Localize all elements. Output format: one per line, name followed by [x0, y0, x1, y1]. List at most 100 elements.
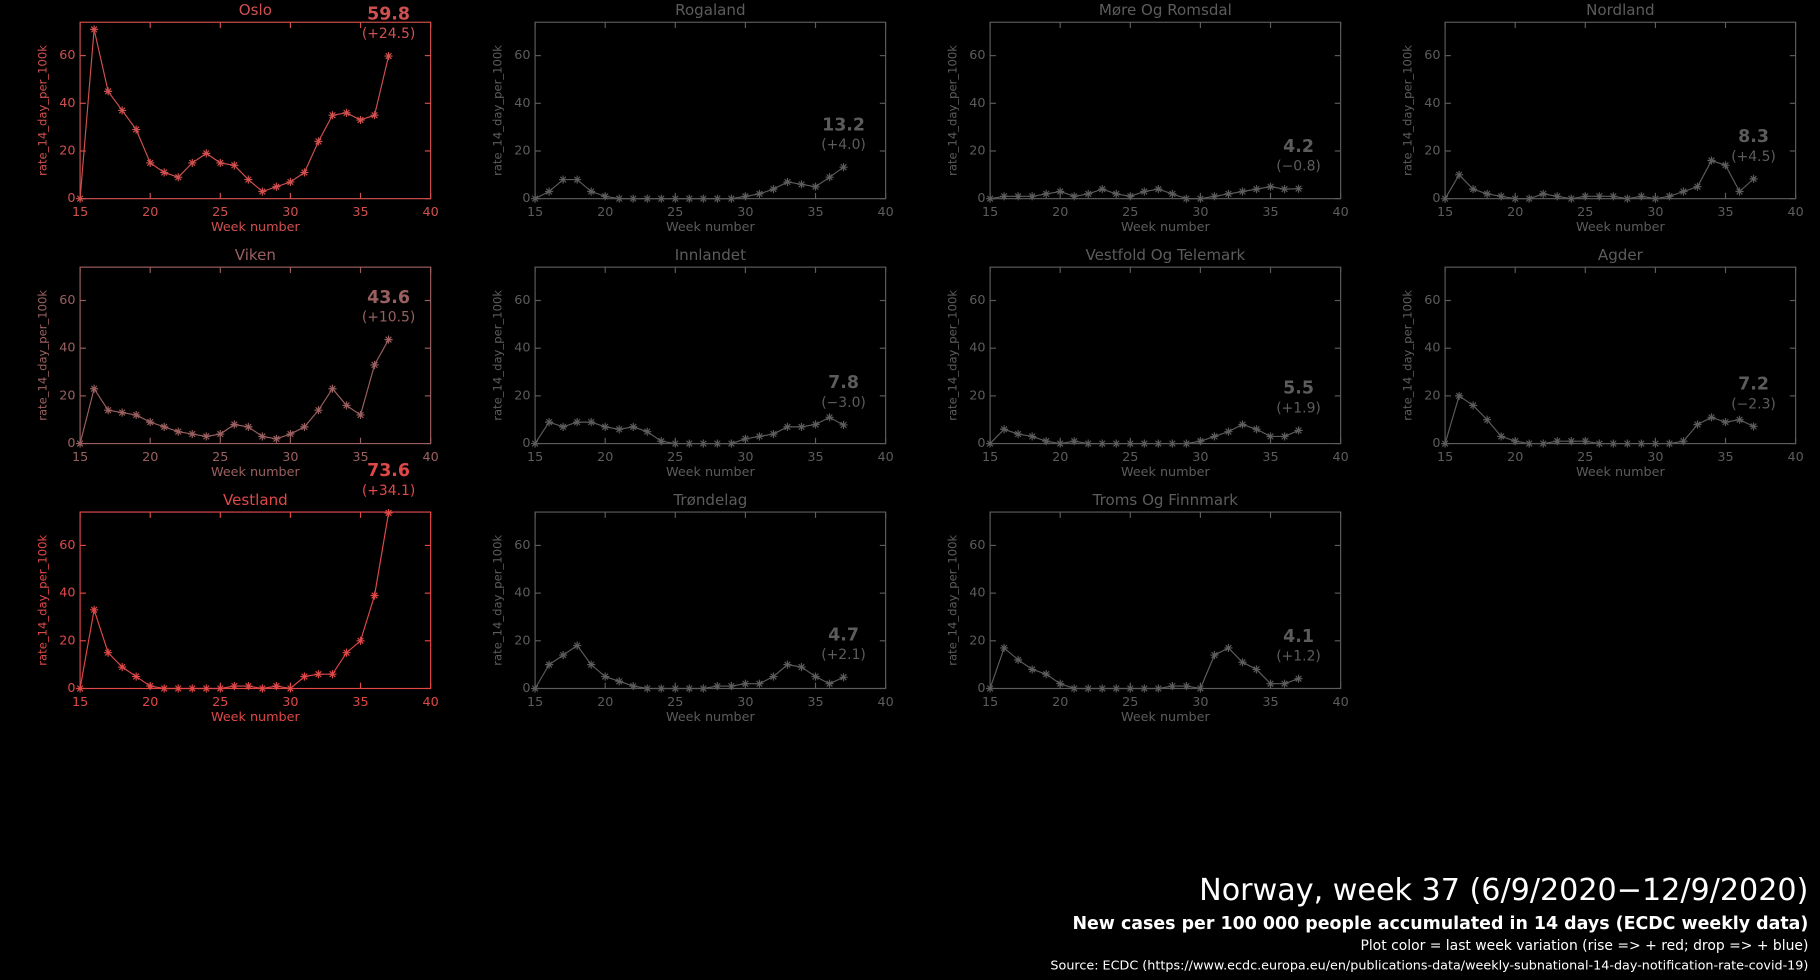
point-marker — [1140, 439, 1149, 448]
point-marker — [615, 194, 624, 203]
x-tick-label: 40 — [1333, 205, 1349, 220]
point-marker — [1280, 185, 1289, 194]
point-marker — [1000, 425, 1009, 434]
point-marker — [643, 194, 652, 203]
panel-title: Agder — [1598, 246, 1644, 264]
last-value-label: 8.3 — [1738, 127, 1769, 147]
point-marker — [1735, 415, 1744, 424]
point-marker — [1126, 684, 1135, 693]
point-marker — [1693, 182, 1702, 191]
point-marker — [1196, 194, 1205, 203]
point-marker — [1098, 439, 1107, 448]
change-label: (+34.1) — [362, 483, 415, 499]
x-tick-label: 20 — [142, 450, 158, 465]
panel-title: Vestland — [223, 491, 288, 509]
point-marker — [300, 672, 309, 681]
point-marker — [531, 684, 540, 693]
point-marker — [615, 677, 624, 686]
x-tick-label: 35 — [352, 450, 368, 465]
y-tick-label: 0 — [977, 436, 985, 451]
point-marker — [174, 427, 183, 436]
point-marker — [1266, 182, 1275, 191]
change-label: (+1.9) — [1276, 400, 1321, 416]
last-value-label: 13.2 — [822, 115, 865, 135]
point-marker — [174, 684, 183, 693]
point-marker — [1511, 194, 1520, 203]
point-marker — [1567, 437, 1576, 446]
x-tick-label: 25 — [667, 450, 683, 465]
y-axis-label: rate_14_day_per_100k — [490, 535, 504, 666]
x-tick-label: 15 — [72, 205, 88, 220]
x-tick-label: 40 — [423, 450, 439, 465]
last-value-label: 7.2 — [1738, 375, 1769, 395]
point-marker — [1497, 432, 1506, 441]
point-marker — [601, 192, 610, 201]
point-marker — [216, 158, 225, 167]
change-label: (−3.0) — [821, 395, 866, 411]
panel: Trøndelag Week number rate_14_day_per_100k… — [490, 491, 893, 725]
point-marker — [629, 422, 638, 431]
x-tick-label: 25 — [1122, 205, 1138, 220]
series-line — [989, 646, 1299, 690]
point-marker — [615, 425, 624, 434]
point-marker — [1084, 684, 1093, 693]
change-label: (+4.5) — [1731, 149, 1776, 165]
point-marker — [1693, 420, 1702, 429]
point-marker — [230, 161, 239, 170]
point-marker — [769, 429, 778, 439]
point-marker — [1525, 194, 1534, 203]
y-tick-label: 60 — [969, 48, 985, 63]
x-tick-label: 30 — [282, 205, 298, 220]
point-marker — [573, 641, 582, 650]
series-line — [79, 512, 390, 690]
series-line — [534, 644, 844, 690]
y-axis-label: rate_14_day_per_100k — [490, 290, 504, 421]
point-marker — [1056, 679, 1065, 688]
point-marker — [559, 175, 568, 184]
point-marker — [1721, 418, 1730, 427]
y-tick-label: 0 — [522, 681, 530, 696]
point-marker — [1609, 439, 1618, 448]
point-marker — [202, 432, 211, 441]
point-marker — [1707, 413, 1716, 422]
point-marker — [573, 175, 582, 184]
x-tick-label: 35 — [1717, 205, 1733, 220]
note: Plot color = last week variation (rise =… — [1360, 938, 1808, 954]
point-marker — [1455, 391, 1464, 400]
point-marker — [118, 662, 127, 672]
x-tick-label: 20 — [1507, 450, 1523, 465]
x-tick-label: 30 — [1192, 450, 1208, 465]
point-marker — [1042, 670, 1051, 679]
subtitle: New cases per 100 000 people accumulated… — [1072, 914, 1808, 934]
panel: Vestfold Og Telemark Week number rate_14_d… — [945, 246, 1348, 480]
point-marker — [1140, 187, 1149, 196]
point-marker — [1140, 684, 1149, 693]
point-marker — [1294, 674, 1303, 683]
point-marker — [1028, 665, 1037, 674]
change-label: (+1.2) — [1276, 649, 1321, 665]
panel-title: Viken — [235, 246, 276, 264]
x-tick-label: 15 — [982, 205, 998, 220]
point-marker — [1070, 684, 1079, 693]
x-axis-label: Week number — [211, 220, 301, 235]
x-tick-label: 25 — [212, 450, 228, 465]
point-marker — [244, 422, 253, 431]
point-marker — [685, 439, 694, 448]
point-marker — [1000, 643, 1009, 653]
source: Source: ECDC (https://www.ecdc.europa.eu… — [1050, 958, 1808, 973]
y-axis-label: rate_14_day_per_100k — [945, 535, 959, 666]
change-label: (+10.5) — [362, 310, 415, 326]
point-marker — [1056, 187, 1065, 196]
x-tick-label: 40 — [1333, 695, 1349, 710]
y-tick-label: 20 — [969, 388, 985, 403]
point-marker — [1238, 187, 1247, 196]
point-marker — [1679, 187, 1688, 196]
point-marker — [356, 115, 365, 125]
y-tick-label: 20 — [59, 633, 75, 648]
x-tick-label: 25 — [1577, 205, 1593, 220]
point-marker — [300, 422, 309, 431]
y-tick-label: 40 — [969, 341, 985, 356]
x-axis-label: Week number — [666, 220, 756, 235]
point-marker — [825, 173, 834, 182]
